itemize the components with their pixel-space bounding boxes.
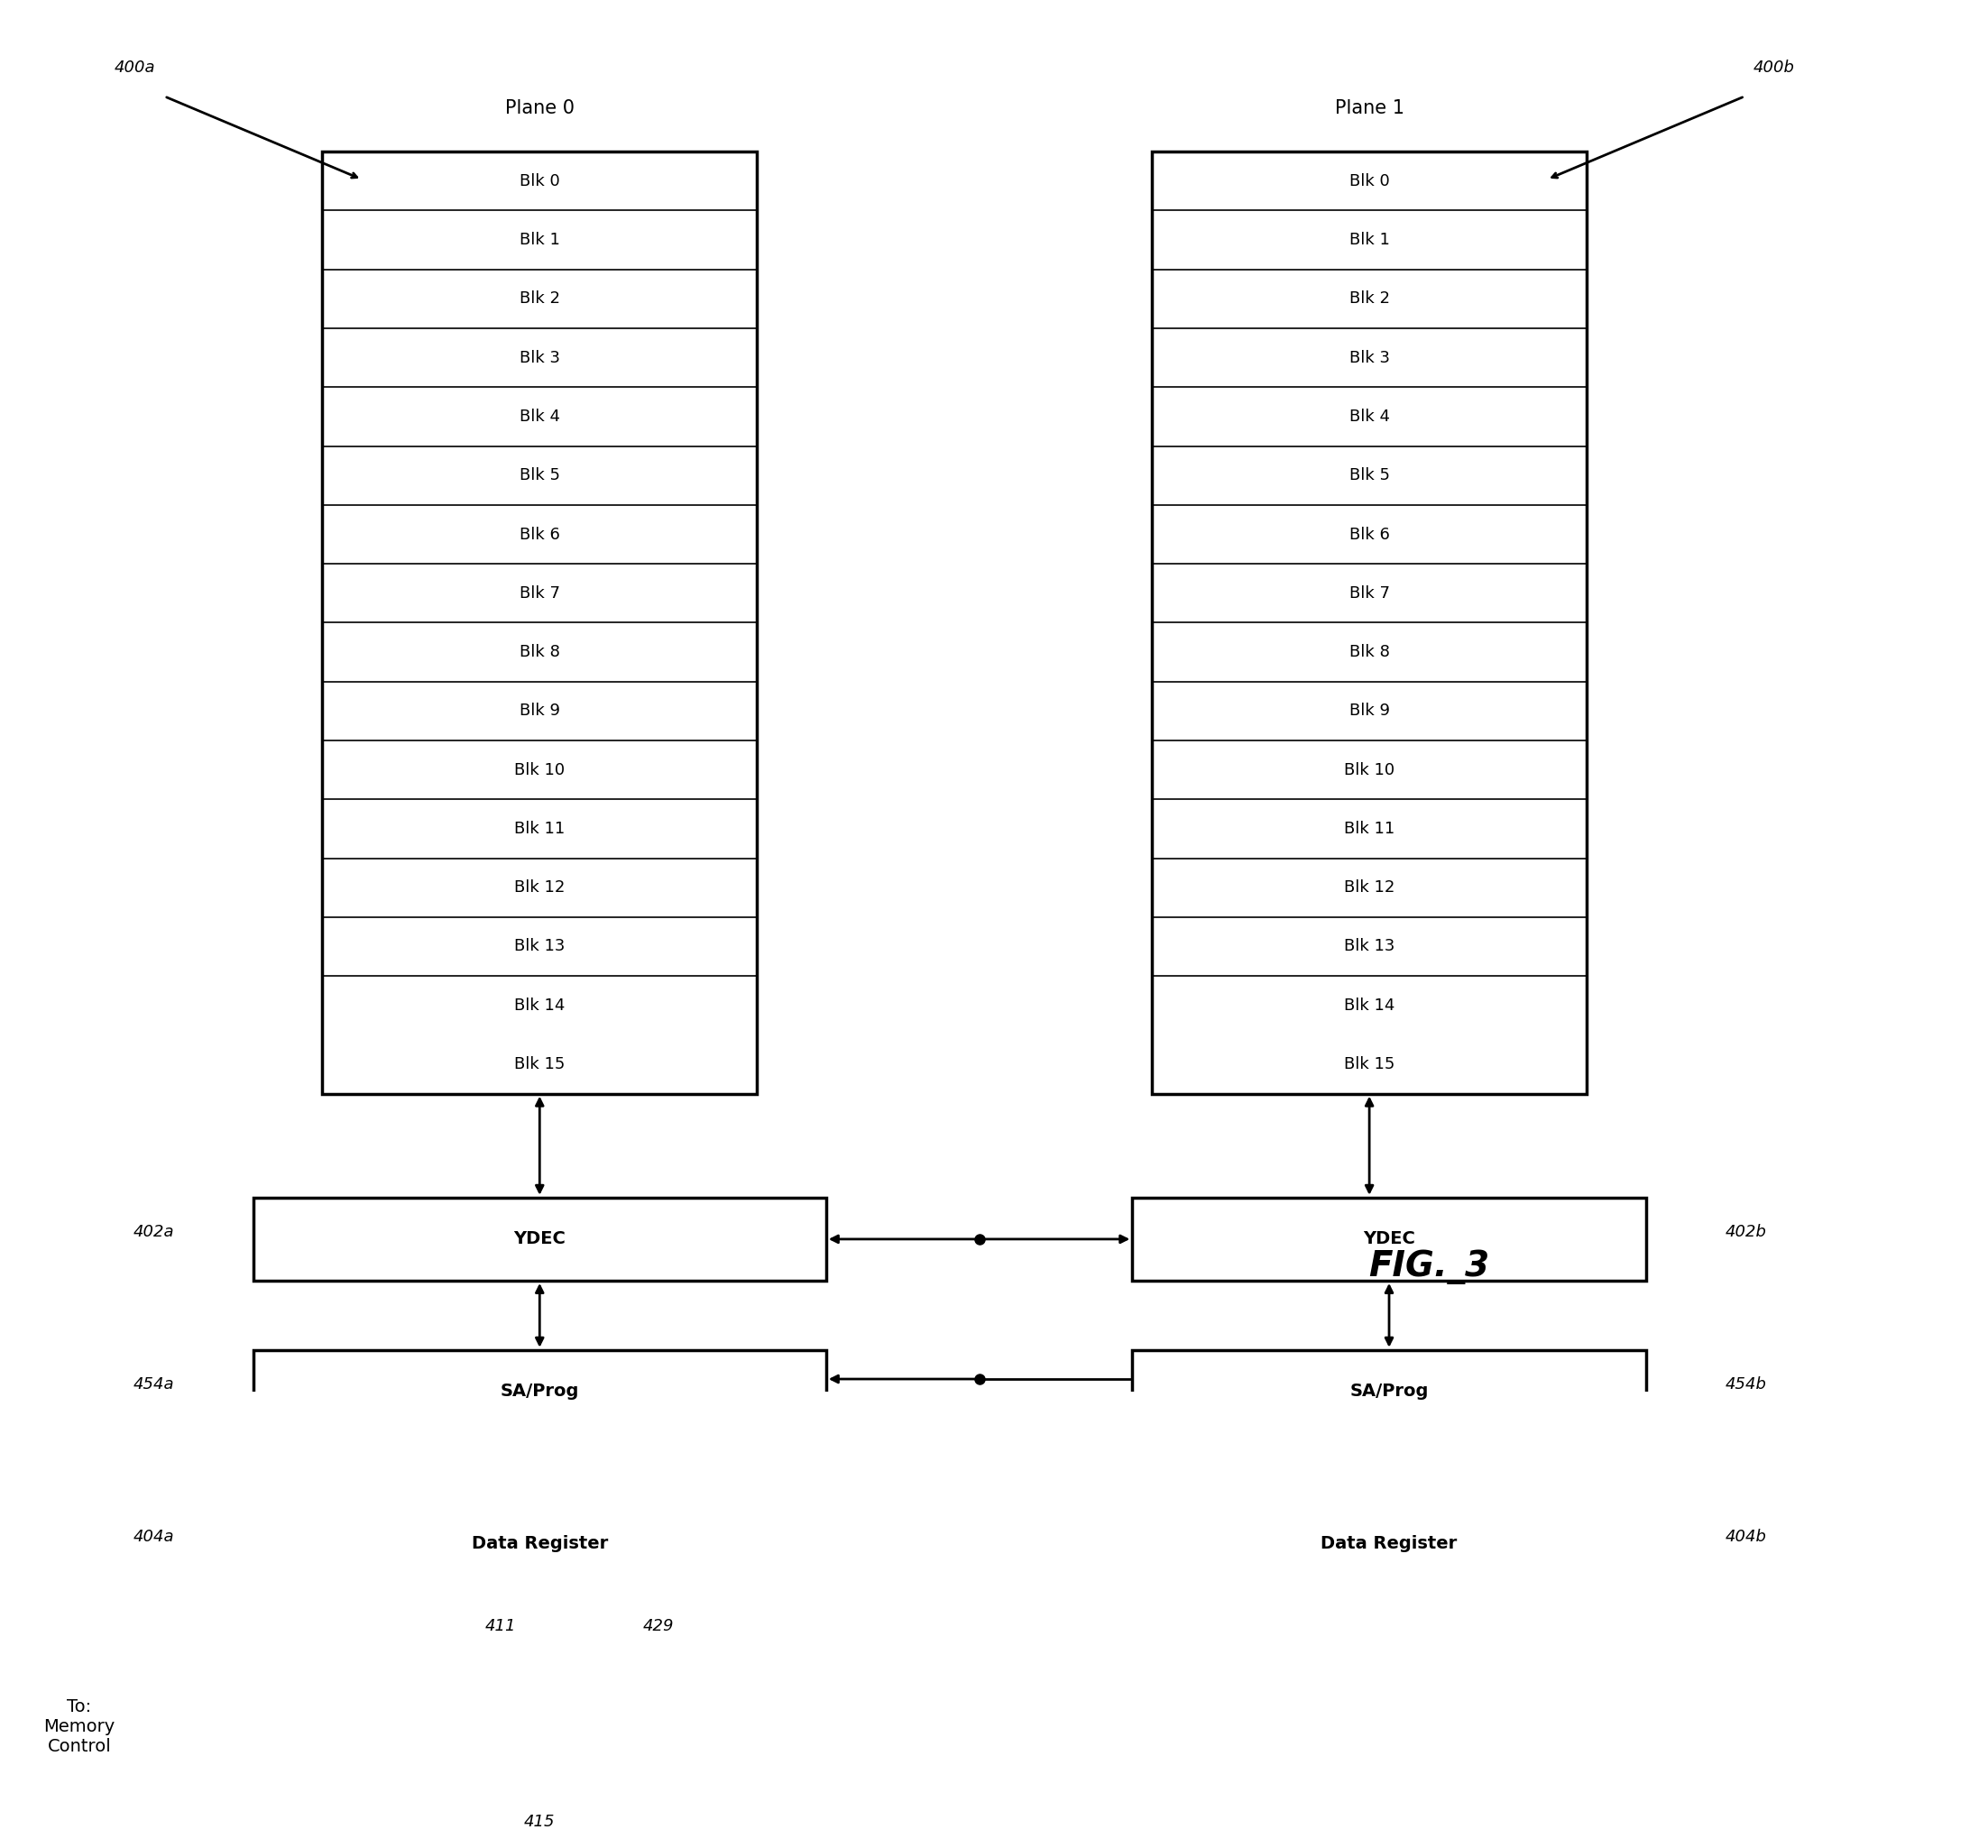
Text: 400b: 400b <box>1753 59 1795 76</box>
Text: 404b: 404b <box>1726 1528 1765 1545</box>
Text: Blk 10: Blk 10 <box>1344 761 1396 778</box>
FancyBboxPatch shape <box>1151 152 1586 1094</box>
Text: 402a: 402a <box>133 1223 175 1240</box>
FancyBboxPatch shape <box>322 152 757 1094</box>
Text: Blk 13: Blk 13 <box>515 939 565 955</box>
Text: Blk 13: Blk 13 <box>1344 939 1396 955</box>
Text: 400a: 400a <box>113 59 155 76</box>
Text: Blk 5: Blk 5 <box>519 468 561 484</box>
Text: Blk 6: Blk 6 <box>519 527 561 543</box>
Text: Blk 14: Blk 14 <box>515 998 565 1013</box>
Text: 454a: 454a <box>133 1377 175 1393</box>
Text: Blk 4: Blk 4 <box>519 408 561 425</box>
Text: Blk 8: Blk 8 <box>1350 643 1390 660</box>
FancyBboxPatch shape <box>1133 1349 1646 1432</box>
Text: Blk 4: Blk 4 <box>1350 408 1390 425</box>
Text: Blk 11: Blk 11 <box>1344 821 1396 837</box>
Text: Plane 1: Plane 1 <box>1334 100 1404 116</box>
Text: Data Register: Data Register <box>1320 1536 1457 1552</box>
Text: Blk 0: Blk 0 <box>1350 174 1390 188</box>
Text: Blk 3: Blk 3 <box>1350 349 1390 366</box>
Text: YDEC: YDEC <box>1364 1231 1415 1247</box>
Text: 402b: 402b <box>1726 1223 1765 1240</box>
Text: Blk 3: Blk 3 <box>519 349 561 366</box>
Text: Blk 9: Blk 9 <box>519 702 561 719</box>
Text: YDEC: YDEC <box>513 1231 567 1247</box>
Text: 404a: 404a <box>133 1528 175 1545</box>
FancyBboxPatch shape <box>1133 1198 1646 1281</box>
FancyBboxPatch shape <box>252 1502 827 1586</box>
Text: Blk 14: Blk 14 <box>1344 998 1396 1013</box>
Text: Blk 7: Blk 7 <box>1350 586 1390 601</box>
Text: Blk 2: Blk 2 <box>519 290 561 307</box>
Text: Blk 2: Blk 2 <box>1350 290 1390 307</box>
FancyBboxPatch shape <box>252 1198 827 1281</box>
Text: Blk 7: Blk 7 <box>519 586 561 601</box>
Text: SA/Prog: SA/Prog <box>501 1382 579 1401</box>
Text: Blk 12: Blk 12 <box>1344 880 1396 896</box>
Text: 429: 429 <box>642 1617 674 1634</box>
Text: Blk 15: Blk 15 <box>1344 1055 1396 1072</box>
Text: To:
Memory
Control: To: Memory Control <box>44 1698 115 1756</box>
Text: Blk 15: Blk 15 <box>515 1055 565 1072</box>
Text: Blk 12: Blk 12 <box>515 880 565 896</box>
Text: 411: 411 <box>485 1617 515 1634</box>
Text: Plane 0: Plane 0 <box>505 100 575 116</box>
Text: Blk 1: Blk 1 <box>1350 231 1390 248</box>
Text: Blk 1: Blk 1 <box>519 231 561 248</box>
Text: FIG._3: FIG._3 <box>1368 1249 1489 1284</box>
Text: Blk 5: Blk 5 <box>1350 468 1390 484</box>
Text: Blk 10: Blk 10 <box>515 761 565 778</box>
Text: 415: 415 <box>525 1815 555 1830</box>
FancyBboxPatch shape <box>252 1349 827 1432</box>
Text: Blk 6: Blk 6 <box>1350 527 1390 543</box>
Text: Blk 11: Blk 11 <box>515 821 565 837</box>
Text: 454b: 454b <box>1726 1377 1765 1393</box>
Text: Blk 0: Blk 0 <box>519 174 561 188</box>
Text: Blk 9: Blk 9 <box>1350 702 1390 719</box>
Text: SA/Prog: SA/Prog <box>1350 1382 1429 1401</box>
Text: Data Register: Data Register <box>471 1536 608 1552</box>
FancyBboxPatch shape <box>1133 1502 1646 1586</box>
Text: Blk 8: Blk 8 <box>519 643 561 660</box>
